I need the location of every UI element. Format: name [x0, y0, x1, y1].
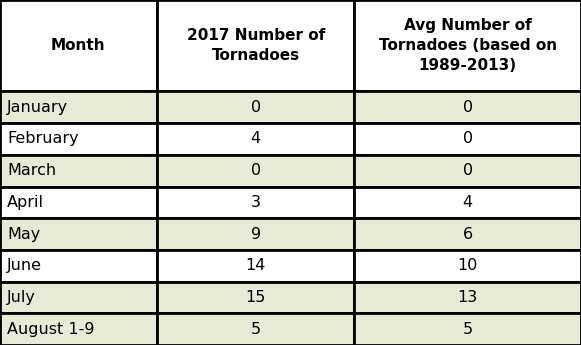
Bar [157, 155, 354, 187]
Bar [157, 282, 354, 313]
Bar [0, 250, 157, 282]
Text: 14: 14 [245, 258, 266, 273]
Bar [354, 155, 581, 187]
Bar [157, 91, 354, 123]
Bar [157, 187, 354, 218]
Text: June: June [7, 258, 42, 273]
Text: 0: 0 [462, 163, 473, 178]
Text: Avg Number of
Tornadoes (based on
1989-2013): Avg Number of Tornadoes (based on 1989-2… [379, 18, 557, 73]
Bar [157, 313, 354, 345]
Text: May: May [7, 227, 40, 242]
Bar [0, 218, 157, 250]
Text: 0: 0 [462, 131, 473, 147]
Bar [157, 218, 354, 250]
Bar [354, 0, 581, 91]
Text: February: February [7, 131, 78, 147]
Text: 3: 3 [250, 195, 261, 210]
Bar [354, 91, 581, 123]
Bar [354, 218, 581, 250]
Text: 13: 13 [458, 290, 478, 305]
Bar [0, 155, 157, 187]
Text: July: July [7, 290, 36, 305]
Text: January: January [7, 100, 68, 115]
Bar [0, 313, 157, 345]
Text: March: March [7, 163, 56, 178]
Bar [0, 0, 157, 91]
Text: 4: 4 [462, 195, 473, 210]
Bar [157, 250, 354, 282]
Text: 0: 0 [250, 100, 261, 115]
Text: 5: 5 [250, 322, 261, 337]
Bar [157, 0, 354, 91]
Bar [0, 91, 157, 123]
Bar [0, 123, 157, 155]
Text: 10: 10 [457, 258, 478, 273]
Text: 5: 5 [462, 322, 473, 337]
Bar [157, 123, 354, 155]
Bar [354, 250, 581, 282]
Text: 0: 0 [250, 163, 261, 178]
Bar [354, 123, 581, 155]
Text: 9: 9 [250, 227, 261, 242]
Text: 4: 4 [250, 131, 261, 147]
Text: 2017 Number of
Tornadoes: 2017 Number of Tornadoes [187, 28, 325, 63]
Bar [0, 282, 157, 313]
Bar [0, 187, 157, 218]
Text: August 1-9: August 1-9 [7, 322, 95, 337]
Text: Month: Month [51, 38, 106, 53]
Bar [354, 187, 581, 218]
Bar [354, 282, 581, 313]
Bar [354, 313, 581, 345]
Text: 6: 6 [462, 227, 473, 242]
Text: April: April [7, 195, 44, 210]
Text: 15: 15 [245, 290, 266, 305]
Text: 0: 0 [462, 100, 473, 115]
